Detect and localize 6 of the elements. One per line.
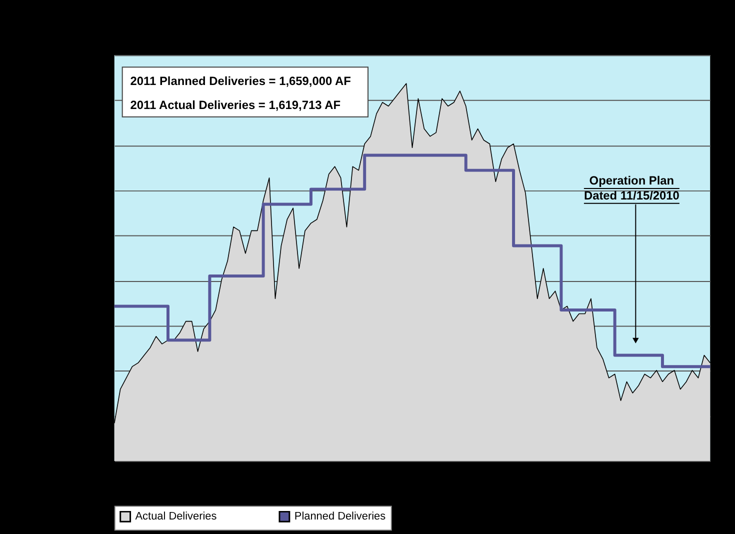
annotation: 2011 Actual Deliveries = 1,619,713 AF [130, 98, 341, 112]
annotation: Operation Plan [589, 173, 674, 188]
annotation: 2011 Planned Deliveries = 1,659,000 AF [130, 74, 351, 88]
annotation: Dated 11/15/2010 [584, 188, 680, 202]
legend-label: Planned Deliveries [294, 510, 386, 523]
legend-label: Actual Deliveries [135, 510, 218, 523]
